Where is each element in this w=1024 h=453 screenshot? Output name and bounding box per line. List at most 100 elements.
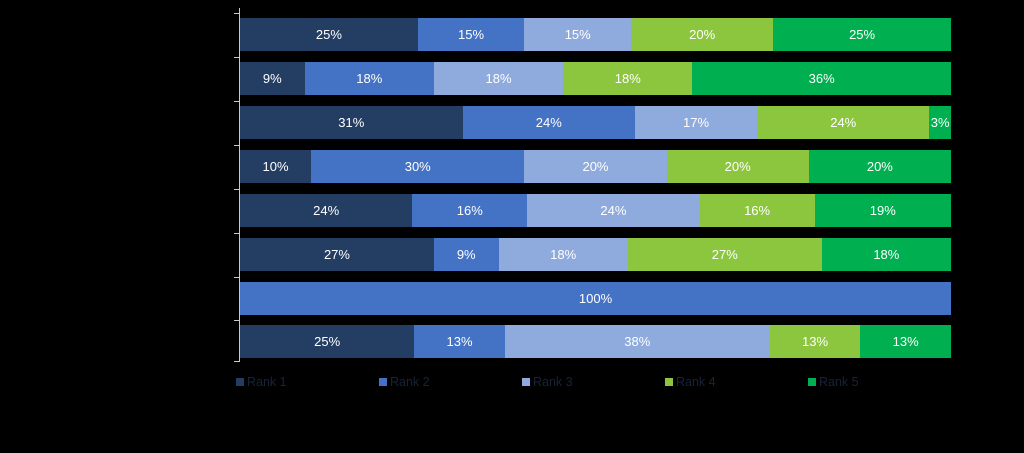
bar-segment-label: 18%	[550, 247, 577, 262]
bar-segment-label: 15%	[564, 27, 591, 42]
bar-segment-label: 30%	[404, 159, 431, 174]
bar-segment[interactable]: 18%	[498, 238, 628, 271]
bar-segment[interactable]: 16%	[412, 194, 528, 227]
axis-tick	[234, 189, 239, 190]
axis-tick	[234, 320, 239, 321]
bar-segment[interactable]: 24%	[462, 106, 635, 139]
bar-segment[interactable]: 18%	[304, 62, 434, 95]
bar-segment[interactable]: 3%	[929, 106, 951, 139]
bar-segment[interactable]: 24%	[757, 106, 930, 139]
bar-segment[interactable]: 18%	[433, 62, 564, 95]
bar-segment[interactable]: 17%	[634, 106, 758, 139]
bar-row: 24% 16% 24% 16% 19%	[240, 194, 951, 227]
bar-segment-label: 18%	[485, 71, 512, 86]
bar-row: 25% 15% 15% 20% 25%	[240, 18, 951, 51]
bar-segment[interactable]: 27%	[627, 238, 822, 271]
legend-swatch-icon	[665, 378, 673, 386]
bar-segment[interactable]: 19%	[814, 194, 951, 227]
bar-segment-label: 25%	[314, 334, 341, 349]
bar-segment[interactable]: 27%	[240, 238, 434, 271]
bar-segment-label: 36%	[808, 71, 835, 86]
bar-segment-label: 25%	[315, 27, 342, 42]
bar-row: 31% 24% 17% 24% 3%	[240, 106, 951, 139]
bar-segment[interactable]: 20%	[524, 150, 667, 183]
bar-segment-label: 20%	[724, 159, 751, 174]
bar-segment[interactable]: 13%	[860, 325, 951, 358]
legend-swatch-icon	[522, 378, 530, 386]
bar-segment-label: 20%	[582, 159, 609, 174]
legend-label: Rank 3	[533, 375, 573, 389]
chart-legend: Rank 1 Rank 2 Rank 3 Rank 4 Rank 5	[236, 372, 896, 392]
bar-segment[interactable]: 38%	[504, 325, 770, 358]
bar-segment[interactable]: 9%	[240, 62, 305, 95]
bar-segment[interactable]: 18%	[563, 62, 693, 95]
bar-segment-label: 19%	[869, 203, 896, 218]
bar-segment[interactable]: 16%	[699, 194, 815, 227]
bar-segment-label: 16%	[744, 203, 771, 218]
bar-segment[interactable]: 15%	[524, 18, 632, 51]
bar-segment[interactable]: 13%	[769, 325, 861, 358]
plot-area: 25% 15% 15% 20% 25% 9% 18% 18% 18% 36% 31% 24% 17% 24…	[240, 0, 951, 362]
bar-segment-label: 9%	[262, 71, 282, 86]
bar-segment[interactable]: 20%	[808, 150, 951, 183]
bar-row: 27% 9% 18% 27% 18%	[240, 238, 951, 271]
bar-segment[interactable]: 31%	[240, 106, 463, 139]
bar-segment-label: 13%	[802, 334, 829, 349]
bar-segment-label: 38%	[624, 334, 651, 349]
bar-row: 25% 13% 38% 13% 13%	[240, 325, 951, 358]
bar-segment-label: 3%	[930, 115, 950, 130]
legend-label: Rank 5	[819, 375, 859, 389]
bar-segment[interactable]: 24%	[527, 194, 700, 227]
legend-swatch-icon	[379, 378, 387, 386]
bar-segment-label: 27%	[323, 247, 350, 262]
bar-segment-label: 17%	[683, 115, 710, 130]
axis-tick	[234, 101, 239, 102]
bar-segment-label: 24%	[830, 115, 857, 130]
bar-segment[interactable]: 15%	[417, 18, 525, 51]
bar-segment[interactable]: 20%	[666, 150, 809, 183]
legend-swatch-icon	[236, 378, 244, 386]
legend-label: Rank 4	[676, 375, 716, 389]
bar-segment-label: 18%	[356, 71, 383, 86]
bar-segment[interactable]: 36%	[692, 62, 951, 95]
axis-tick	[234, 277, 239, 278]
legend-item-rank-1[interactable]: Rank 1	[236, 375, 379, 389]
bar-segment-label: 16%	[456, 203, 483, 218]
legend-label: Rank 2	[390, 375, 430, 389]
bar-segment-label: 100%	[578, 291, 613, 306]
bar-segment-label: 9%	[456, 247, 476, 262]
bar-segment[interactable]: 24%	[240, 194, 413, 227]
bar-segment-label: 24%	[535, 115, 562, 130]
legend-item-rank-3[interactable]: Rank 3	[522, 375, 665, 389]
bar-segment[interactable]: 30%	[311, 150, 525, 183]
bar-segment[interactable]: 25%	[773, 18, 951, 51]
bar-segment-label: 18%	[614, 71, 641, 86]
axis-tick	[234, 145, 239, 146]
legend-item-rank-4[interactable]: Rank 4	[665, 375, 808, 389]
bar-segment[interactable]: 25%	[240, 325, 415, 358]
bar-segment[interactable]: 25%	[240, 18, 418, 51]
bar-segment-label: 20%	[689, 27, 716, 42]
bar-segment-label: 24%	[313, 203, 340, 218]
bar-segment[interactable]: 100%	[240, 282, 951, 315]
legend-item-rank-2[interactable]: Rank 2	[379, 375, 522, 389]
bar-segment[interactable]: 9%	[433, 238, 499, 271]
bar-segment[interactable]: 18%	[821, 238, 951, 271]
bar-segment-label: 13%	[892, 334, 919, 349]
axis-tick	[234, 361, 239, 362]
bar-row: 9% 18% 18% 18% 36%	[240, 62, 951, 95]
bar-segment-label: 10%	[262, 159, 289, 174]
bar-segment-label: 18%	[873, 247, 900, 262]
bar-row: 10% 30% 20% 20% 20%	[240, 150, 951, 183]
bar-segment-label: 15%	[458, 27, 485, 42]
legend-label: Rank 1	[247, 375, 287, 389]
legend-item-rank-5[interactable]: Rank 5	[808, 375, 951, 389]
bar-segment-label: 24%	[600, 203, 627, 218]
bar-segment[interactable]: 10%	[240, 150, 312, 183]
bar-segment[interactable]: 20%	[631, 18, 774, 51]
bar-segment[interactable]: 13%	[414, 325, 505, 358]
legend-swatch-icon	[808, 378, 816, 386]
bar-segment-label: 27%	[711, 247, 738, 262]
axis-tick	[234, 57, 239, 58]
